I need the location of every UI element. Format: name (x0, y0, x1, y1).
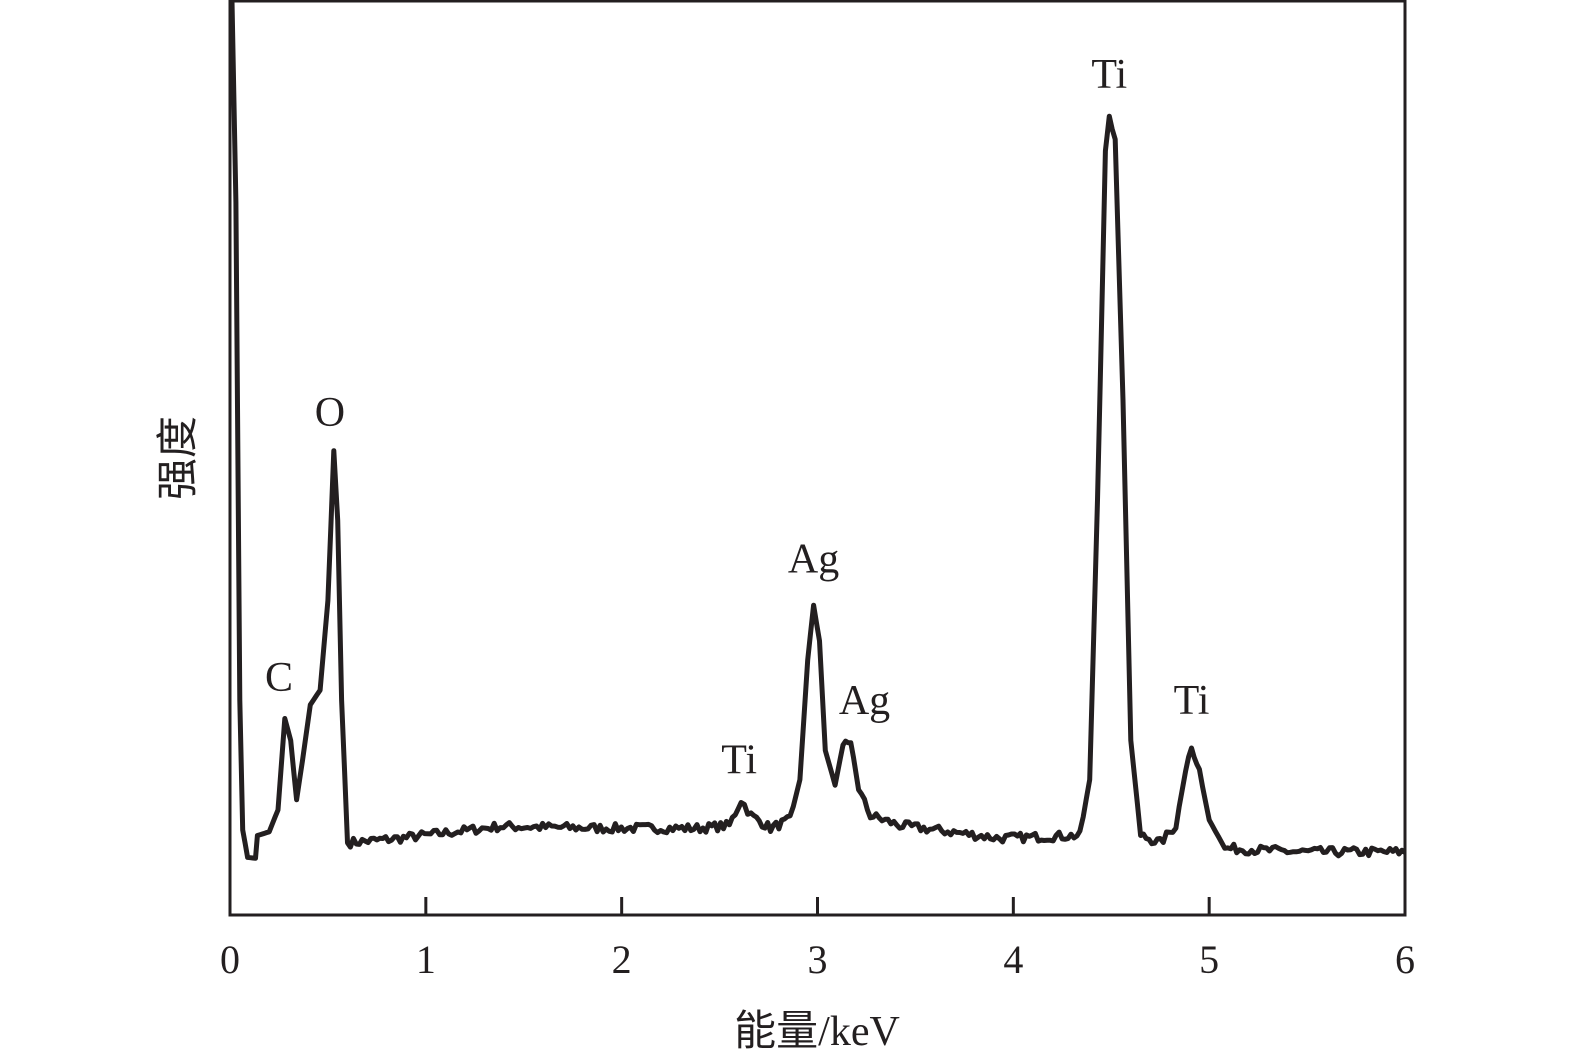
peak-label-ti: Ti (721, 737, 757, 783)
peak-label-ag: Ag (839, 678, 890, 724)
x-axis-label: 能量/keV (734, 1009, 900, 1055)
x-tick-label: 6 (1395, 937, 1415, 982)
x-axis-ticks (424, 897, 1211, 915)
x-tick-label: 3 (808, 937, 828, 982)
x-axis-tick-labels: 0 1 2 3 4 5 6 (220, 937, 1415, 982)
x-tick-label: 0 (220, 937, 240, 982)
spectrum-line (229, 0, 1407, 861)
peak-label-o: O (315, 390, 345, 436)
x-tick-label: 2 (612, 937, 632, 982)
x-tick-label: 1 (416, 937, 436, 982)
peak-label-c: C (265, 655, 293, 701)
y-axis-label: 强度 (156, 416, 202, 500)
x-tick-label: 4 (1003, 937, 1023, 982)
peak-label-ti: Ti (1174, 678, 1210, 724)
x-tick-label: 5 (1199, 937, 1219, 982)
plot-frame (228, 0, 1407, 917)
peak-labels: C O Ti Ag Ag Ti Ti (265, 52, 1210, 784)
peak-label-ti: Ti (1091, 52, 1127, 98)
peak-label-ag: Ag (788, 536, 839, 582)
